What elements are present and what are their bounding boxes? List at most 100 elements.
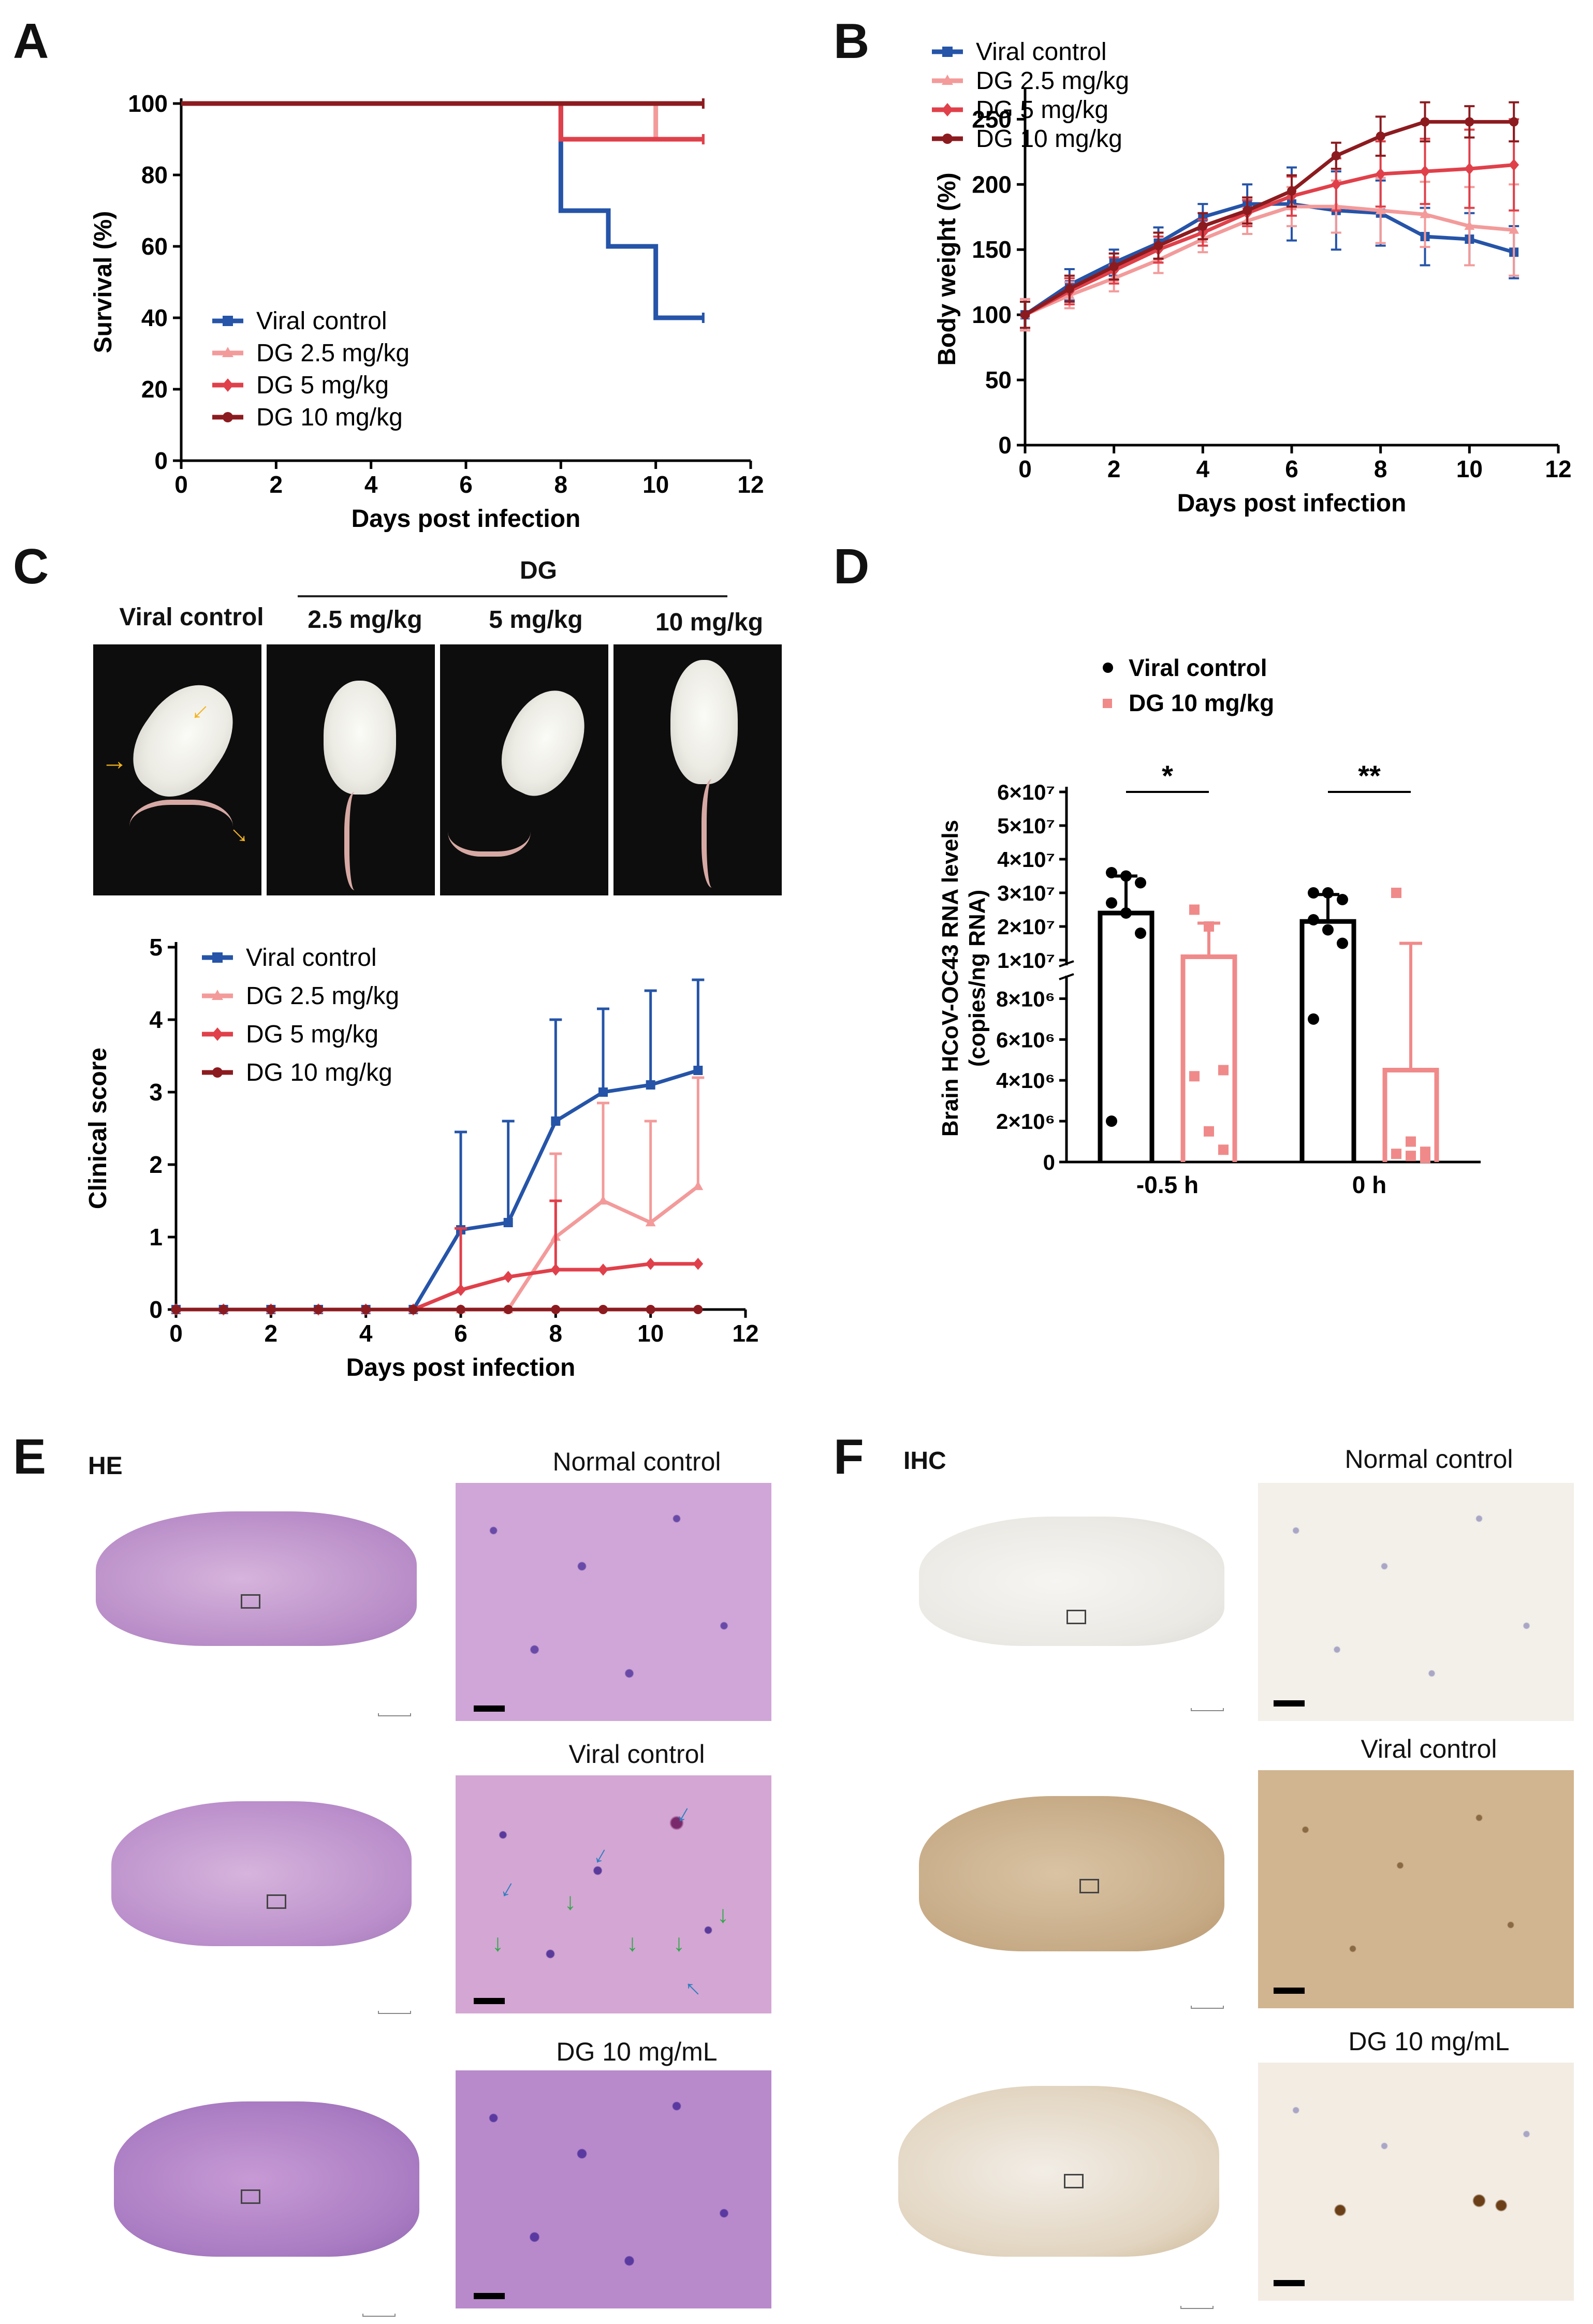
he-mini-scale (378, 1713, 411, 1716)
ihc-roi-dg10 (1064, 2174, 1084, 2188)
a-legend-label: Viral control (256, 307, 387, 335)
a-legend-marker (222, 378, 233, 392)
e-title-viral: Viral control (568, 1740, 705, 1769)
scale-bar (1274, 1700, 1305, 1707)
b-data-point (1464, 163, 1475, 175)
d-data-point (1391, 888, 1401, 898)
a-legend-label: DG 2.5 mg/kg (256, 340, 410, 367)
c-series-line (176, 1068, 699, 1312)
a-y-tick-label: 20 (141, 376, 168, 403)
b-series-line (1024, 120, 1514, 317)
b-data-point (1465, 117, 1474, 127)
b-series-line (1024, 163, 1514, 317)
e-title-normal: Normal control (552, 1447, 721, 1476)
b-data-point (1331, 151, 1341, 160)
c-legend-marker (212, 952, 223, 963)
d-legend-label: DG 10 mg/kg (1129, 689, 1274, 716)
b-series-line (1024, 202, 1515, 317)
panel-letter-e: E (13, 1429, 47, 1484)
b-x-tick-label: 8 (1374, 455, 1387, 482)
b-data-point (1376, 131, 1385, 141)
c-x-tick-label: 0 (169, 1320, 183, 1347)
c-series-line (176, 1185, 699, 1312)
c-y-tick-label: 3 (149, 1079, 163, 1106)
b-y-tick-label: 150 (972, 236, 1012, 263)
d-y-tick-label: 1×10⁷ (997, 948, 1055, 973)
b-legend-marker (942, 103, 953, 116)
a-x-tick-label: 10 (642, 471, 669, 498)
d-data-point (1308, 914, 1319, 925)
d-data-point (1135, 928, 1146, 939)
panel-letter-d: D (834, 539, 870, 594)
c-group-label: DG (520, 557, 557, 584)
d-data-point (1406, 1151, 1416, 1161)
f-label: IHC (903, 1447, 946, 1475)
b-legend-label: DG 5 mg/kg (976, 96, 1108, 124)
b-y-tick-label: 200 (972, 171, 1012, 198)
b-data-point (1243, 205, 1252, 215)
d-data-point (1322, 924, 1334, 936)
chart-b-body-weight: 0 2 4 6 8 10 12 0 50 100 150 200 250 Days post infect… (932, 41, 1572, 517)
ihc-section-viral (919, 1796, 1224, 1951)
scale-bar (1274, 1988, 1305, 1994)
b-data-point (1064, 284, 1074, 293)
c-data-point (551, 1305, 561, 1314)
d-data-point (1420, 1153, 1430, 1164)
green-arrow-icon: ← (661, 1933, 688, 1957)
a-x-tick-label: 2 (270, 471, 283, 498)
a-y-tick-label: 40 (141, 304, 168, 331)
ihc-roi-viral (1079, 1879, 1099, 1893)
c-col-10: 10 mg/kg (655, 609, 764, 636)
c-y-tick-label: 0 (149, 1296, 163, 1323)
c-data-point (550, 1263, 561, 1276)
d-data-point (1120, 907, 1132, 919)
d-legend-marker (1103, 699, 1112, 708)
he-tissue-dg10 (456, 2070, 771, 2308)
d-data-point (1189, 1071, 1200, 1082)
d-significance-label: * (1162, 759, 1173, 792)
d-bar (1299, 919, 1356, 1162)
b-x-tick-label: 4 (1196, 455, 1210, 482)
b-data-point (1509, 224, 1519, 234)
ihc-section-dg10 (898, 2086, 1219, 2257)
d-legend-label: Viral control (1129, 654, 1267, 681)
a-series-line (181, 101, 704, 142)
b-data-point (1287, 186, 1296, 196)
a-x-tick-label: 0 (174, 471, 188, 498)
d-data-point (1106, 867, 1117, 878)
d-data-point (1391, 1149, 1401, 1159)
b-data-point (1020, 310, 1030, 320)
d-data-point (1337, 894, 1348, 905)
c-data-point (693, 1305, 703, 1314)
d-significance-label: ** (1358, 759, 1381, 792)
b-data-point (1509, 158, 1519, 171)
a-legend-label: DG 10 mg/kg (256, 404, 403, 431)
c-x-tick-label: 8 (549, 1320, 563, 1347)
e-title-dg10: DG 10 mg/mL (556, 2037, 718, 2066)
c-y-axis-label: Clinical score (84, 1048, 112, 1209)
c-data-point (314, 1305, 323, 1314)
c-data-point (361, 1305, 371, 1314)
d-y-axis-label-1: Brain HCoV-OC43 RNA levels (938, 820, 963, 1137)
a-x-tick-label: 12 (737, 471, 764, 498)
b-x-tick-label: 10 (1456, 455, 1483, 482)
c-x-tick-label: 6 (454, 1320, 467, 1347)
scale-bar (474, 2293, 505, 2299)
b-y-axis-label: Body weight (%) (933, 172, 961, 365)
b-data-point (1109, 261, 1119, 271)
chart-d-rna-levels: 1×10⁷ 2×10⁷ 3×10⁷ 4×10⁷ 5×10⁷ 6×10⁷ 0 2×10⁶ 4×10… (938, 654, 1481, 1198)
c-y-tick-label: 2 (149, 1151, 163, 1178)
c-legend-label: DG 2.5 mg/kg (246, 982, 399, 1010)
a-y-tick-label: 100 (128, 90, 168, 117)
a-legend-label: DG 5 mg/kg (256, 372, 389, 399)
he-mini-scale (362, 2314, 396, 2317)
chart-a-survival: 0 2 4 6 8 10 12 0 20 40 60 80 100 Days post infection… (90, 90, 764, 533)
a-series-line (181, 101, 704, 320)
d-data-point (1135, 877, 1146, 889)
panel-letter-f: F (834, 1429, 864, 1484)
b-series-line (1024, 204, 1514, 317)
d-data-point (1189, 904, 1200, 915)
d-x-tick-label: 0 h (1352, 1171, 1386, 1198)
he-section-normal (96, 1511, 417, 1646)
blue-arrow-icon: ← (662, 1795, 698, 1831)
